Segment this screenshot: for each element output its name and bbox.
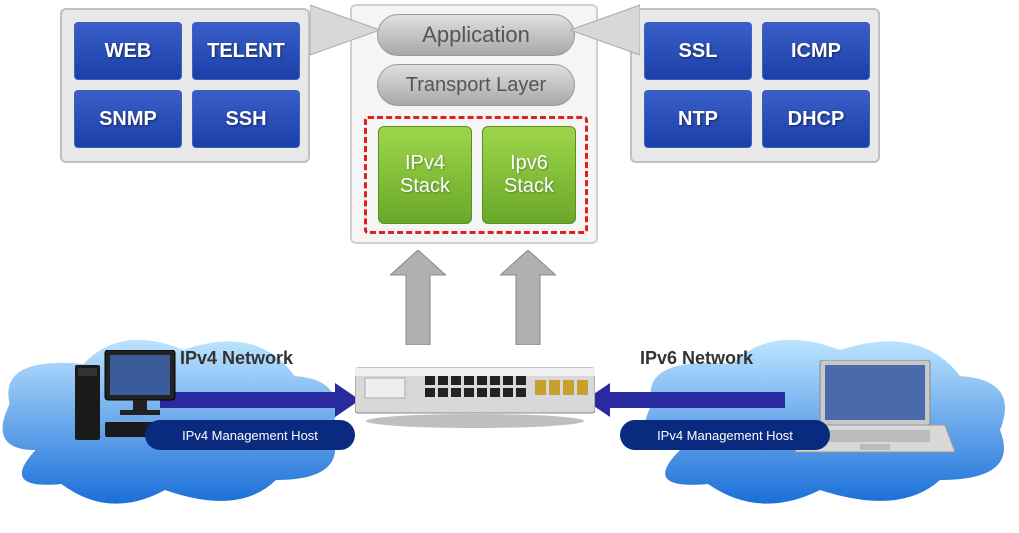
application-pill: Application — [377, 14, 575, 56]
protocol-box: SSL — [644, 22, 752, 80]
management-host-pill: IPv4 Management Host — [145, 420, 355, 450]
up-arrow — [390, 250, 446, 345]
network-arrow — [585, 380, 785, 420]
management-host-pill: IPv4 Management Host — [620, 420, 830, 450]
protocol-box: TELENT — [192, 22, 300, 80]
network-label: IPv4 Network — [180, 348, 293, 369]
center-panel: Application Transport Layer IPv4StackIpv6S… — [350, 4, 598, 244]
network-label: IPv6 Network — [640, 348, 753, 369]
protocol-box: WEB — [74, 22, 182, 80]
protocol-box: SSH — [192, 90, 300, 148]
left-panel: WEBTELENTSNMPSSH — [60, 8, 310, 163]
ip-stack-box: IPv4Stack — [378, 126, 472, 224]
protocol-box: NTP — [644, 90, 752, 148]
left-connector — [310, 0, 380, 60]
ip-stack-box: Ipv6Stack — [482, 126, 576, 224]
right-panel: SSLICMPNTPDHCP — [630, 8, 880, 163]
transport-pill: Transport Layer — [377, 64, 575, 106]
protocol-box: DHCP — [762, 90, 870, 148]
protocol-box: SNMP — [74, 90, 182, 148]
up-arrow — [500, 250, 556, 345]
protocol-box: ICMP — [762, 22, 870, 80]
switch-device — [355, 358, 595, 433]
network-arrow — [160, 380, 360, 420]
right-connector — [570, 0, 640, 60]
